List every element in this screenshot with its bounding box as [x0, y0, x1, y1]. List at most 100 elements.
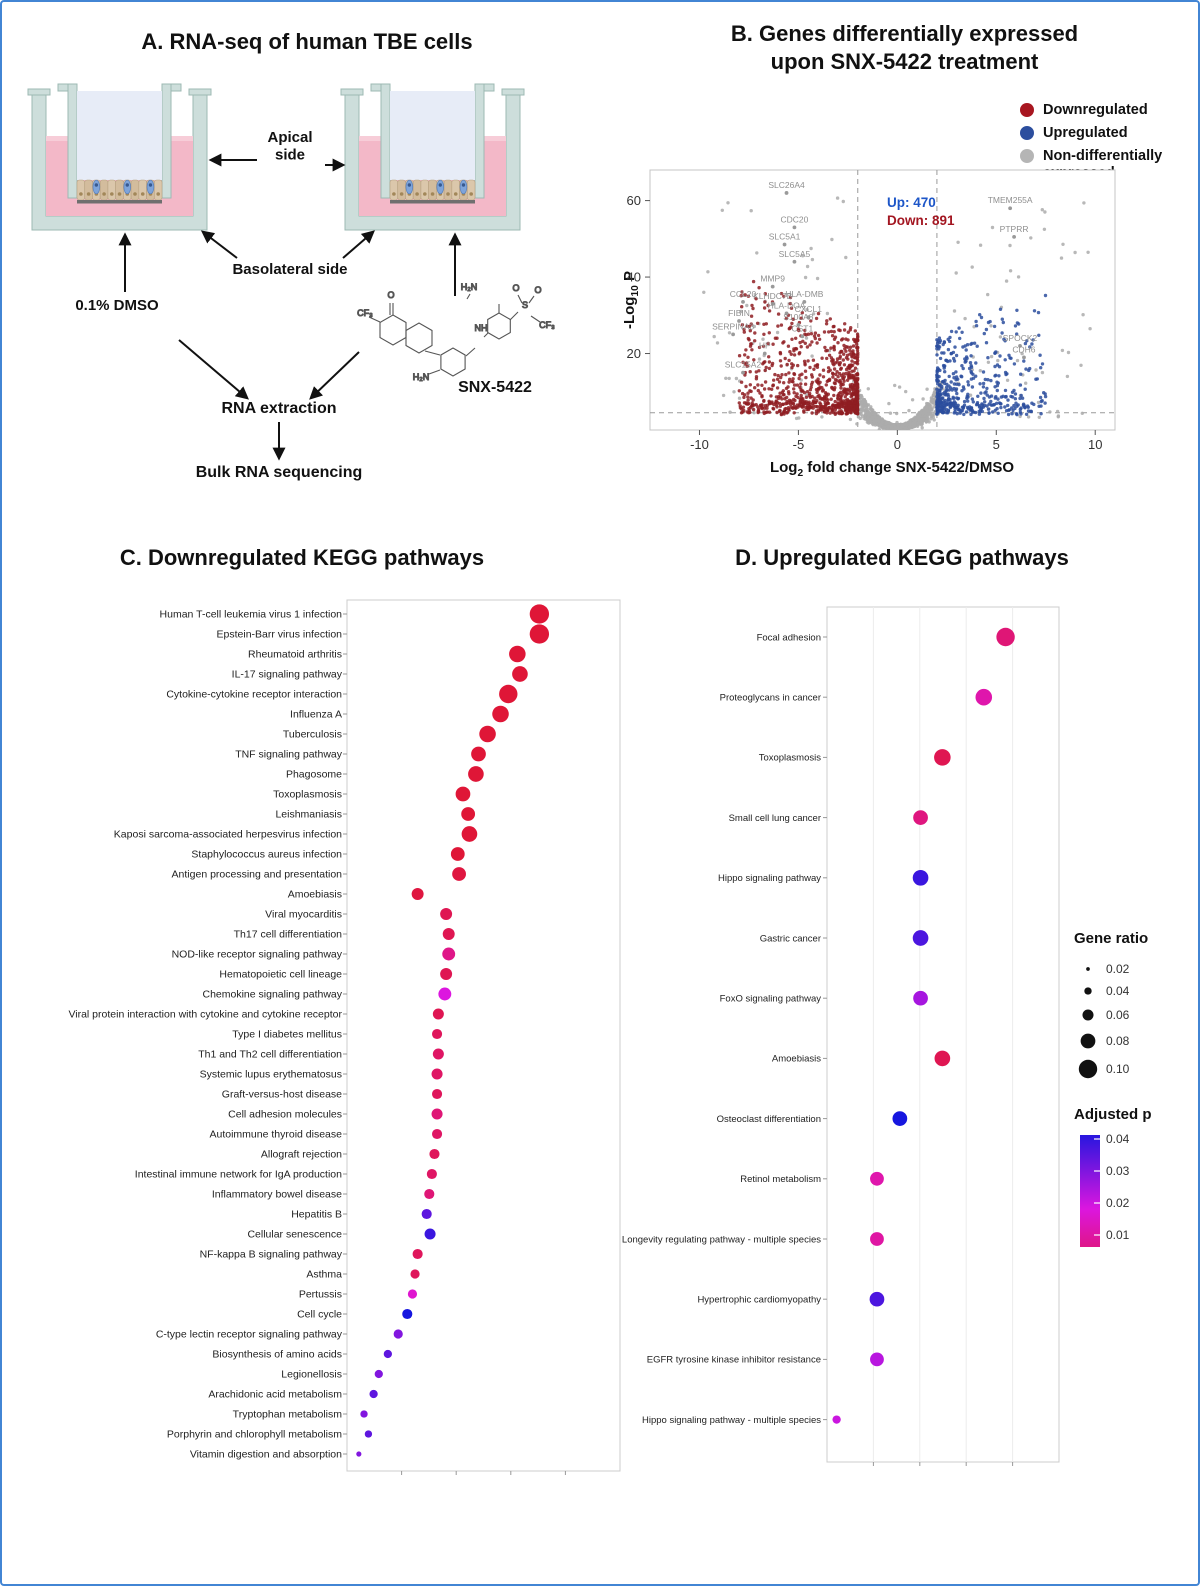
kegg-up-dotplot: Focal adhesion Proteoglycans in cancer Tox… [622, 606, 1152, 1466]
pathway-label: Hematopoietic cell lineage [219, 969, 342, 981]
svg-text:SLC5A1: SLC5A1 [769, 232, 801, 242]
pathway-dot [364, 1430, 373, 1438]
pathway-label: Small cell lung cancer [729, 813, 821, 824]
pathway-label: Th17 cell differentiation [234, 929, 343, 941]
pathway-label: Viral myocarditis [265, 909, 342, 921]
pathway-dot [424, 1188, 435, 1200]
pathway-dot [360, 1410, 368, 1418]
pathway-label: Amoebiasis [288, 889, 342, 901]
pathway-dot [393, 1329, 403, 1339]
xlabel-post: fold change SNX-5422/DMSO [803, 459, 1015, 476]
pathway-dot [892, 1111, 908, 1126]
pathway-labels: Human T-cell leukemia virus 1 infection E… [68, 609, 342, 1461]
pathway-dot [832, 1415, 841, 1424]
pathway-label: NOD-like receptor signaling pathway [172, 949, 343, 961]
svg-text:0.02: 0.02 [1106, 962, 1130, 976]
svg-text:Down: 891: Down: 891 [887, 213, 955, 228]
pathway-label: Hippo signaling pathway [718, 873, 821, 884]
pathway-dot [913, 810, 928, 825]
svg-text:Up: 470: Up: 470 [887, 195, 936, 210]
downregulated-dot-icon [1020, 103, 1034, 117]
pathway-dot [870, 1232, 884, 1246]
pathway-dots [832, 627, 1015, 1424]
pathway-dot [421, 1208, 432, 1220]
pathway-label: Tryptophan metabolism [233, 1409, 343, 1421]
pathway-label: Cytokine-cytokine receptor interaction [166, 689, 342, 701]
svg-text:-10: -10 [690, 437, 709, 452]
pathway-dot [429, 1148, 440, 1160]
svg-text:20: 20 [627, 346, 641, 361]
pathway-dot [432, 1028, 443, 1040]
svg-text:SNX-5422: SNX-5422 [458, 379, 532, 396]
pathway-dot [424, 1228, 436, 1240]
transwell-diagram [340, 83, 525, 231]
pathway-label: Graft-versus-host disease [222, 1089, 342, 1101]
svg-text:SERPINA3: SERPINA3 [712, 321, 754, 331]
pathway-dot [912, 869, 929, 886]
pathway-label: Rheumatoid arthritis [248, 649, 342, 661]
pathway-label: Staphylococcus aureus infection [191, 849, 342, 861]
pathway-label: Cell adhesion molecules [228, 1109, 342, 1121]
volcano-x-axis-label: Log2 fold change SNX-5422/DMSO [682, 459, 1102, 479]
pathway-dot [432, 1008, 444, 1020]
pathway-dot [529, 624, 550, 644]
pathway-label: TNF signaling pathway [235, 749, 343, 761]
pathway-label: Amoebiasis [772, 1054, 821, 1065]
pathway-label: Cellular senescence [247, 1229, 342, 1241]
svg-text:-5: -5 [793, 437, 805, 452]
pathway-label: Intestinal immune network for IgA produc… [135, 1169, 342, 1181]
volcano-points-up [935, 293, 1048, 417]
pathway-label: Phagosome [286, 769, 342, 781]
svg-text:SPOCK2: SPOCK2 [1003, 333, 1038, 343]
pathway-dot [468, 766, 484, 782]
pathway-label: Pertussis [299, 1289, 342, 1301]
pathway-label: Allograft rejection [261, 1149, 342, 1161]
pathway-label: Retinol metabolism [740, 1174, 821, 1185]
pathway-label: Focal adhesion [757, 632, 821, 643]
pathway-dot [479, 725, 496, 743]
pathway-dot [432, 1088, 443, 1100]
pathway-dot [870, 1352, 884, 1367]
svg-text:MMP9: MMP9 [760, 274, 785, 284]
pathway-label: Kaposi sarcoma-associated herpesvirus in… [114, 829, 342, 841]
pathway-label: Porphyrin and chlorophyll metabolism [167, 1429, 342, 1441]
legend-item-downregulated: Downregulated [1020, 102, 1195, 118]
pathway-dot [374, 1369, 383, 1379]
svg-text:CF₃: CF₃ [539, 320, 555, 330]
pathway-dot [996, 627, 1015, 647]
pathway-label: Epstein-Barr virus infection [217, 629, 343, 641]
pathway-labels: Focal adhesion Proteoglycans in cancer Tox… [622, 632, 821, 1426]
pathway-dot [450, 847, 465, 861]
svg-text:0: 0 [894, 437, 901, 452]
svg-text:Basolateral side: Basolateral side [232, 261, 347, 278]
svg-text:0.03: 0.03 [1106, 1164, 1130, 1178]
pathway-label: Asthma [306, 1269, 342, 1281]
svg-text:Gene ratio: Gene ratio [1074, 930, 1148, 947]
pathway-label: Inflammatory bowel disease [212, 1189, 342, 1201]
pathway-label: Hepatitis B [291, 1209, 342, 1221]
pathway-dot [512, 666, 528, 682]
svg-text:HLA-DOA: HLA-DOA [768, 300, 806, 310]
pathway-dot [438, 987, 452, 1001]
pathway-dot [471, 746, 486, 762]
pathway-dot [432, 1048, 444, 1060]
pathway-label: Arachidonic acid metabolism [208, 1389, 342, 1401]
pathway-label: Hippo signaling pathway - multiple speci… [642, 1415, 821, 1426]
pathway-dot [410, 1269, 420, 1279]
svg-text:0.01: 0.01 [1106, 1228, 1130, 1242]
pathway-dot [913, 990, 928, 1006]
xlabel-sub: 2 [797, 468, 804, 479]
pathway-dot [431, 1108, 443, 1120]
gene-labels: SLC26A4 CDC20 SLC5A1 SLC5A5 MMP9CCL20KLHDC7B… [712, 180, 1038, 375]
panel-a-title: A. RNA-seq of human TBE cells [141, 29, 473, 54]
volcano-points-down [737, 279, 860, 417]
svg-text:0.02: 0.02 [1106, 1196, 1130, 1210]
svg-text:S100A8: S100A8 [783, 312, 814, 322]
svg-text:FIBIN: FIBIN [728, 308, 750, 318]
pathway-dot [412, 1248, 423, 1260]
pathway-dot [369, 1389, 378, 1399]
pathway-label: Leishmaniasis [275, 809, 342, 821]
gene-ratio-legend: Gene ratio 0.02 0.04 0.06 0.08 0.10 [1074, 930, 1148, 1079]
pathway-dot [440, 908, 453, 920]
